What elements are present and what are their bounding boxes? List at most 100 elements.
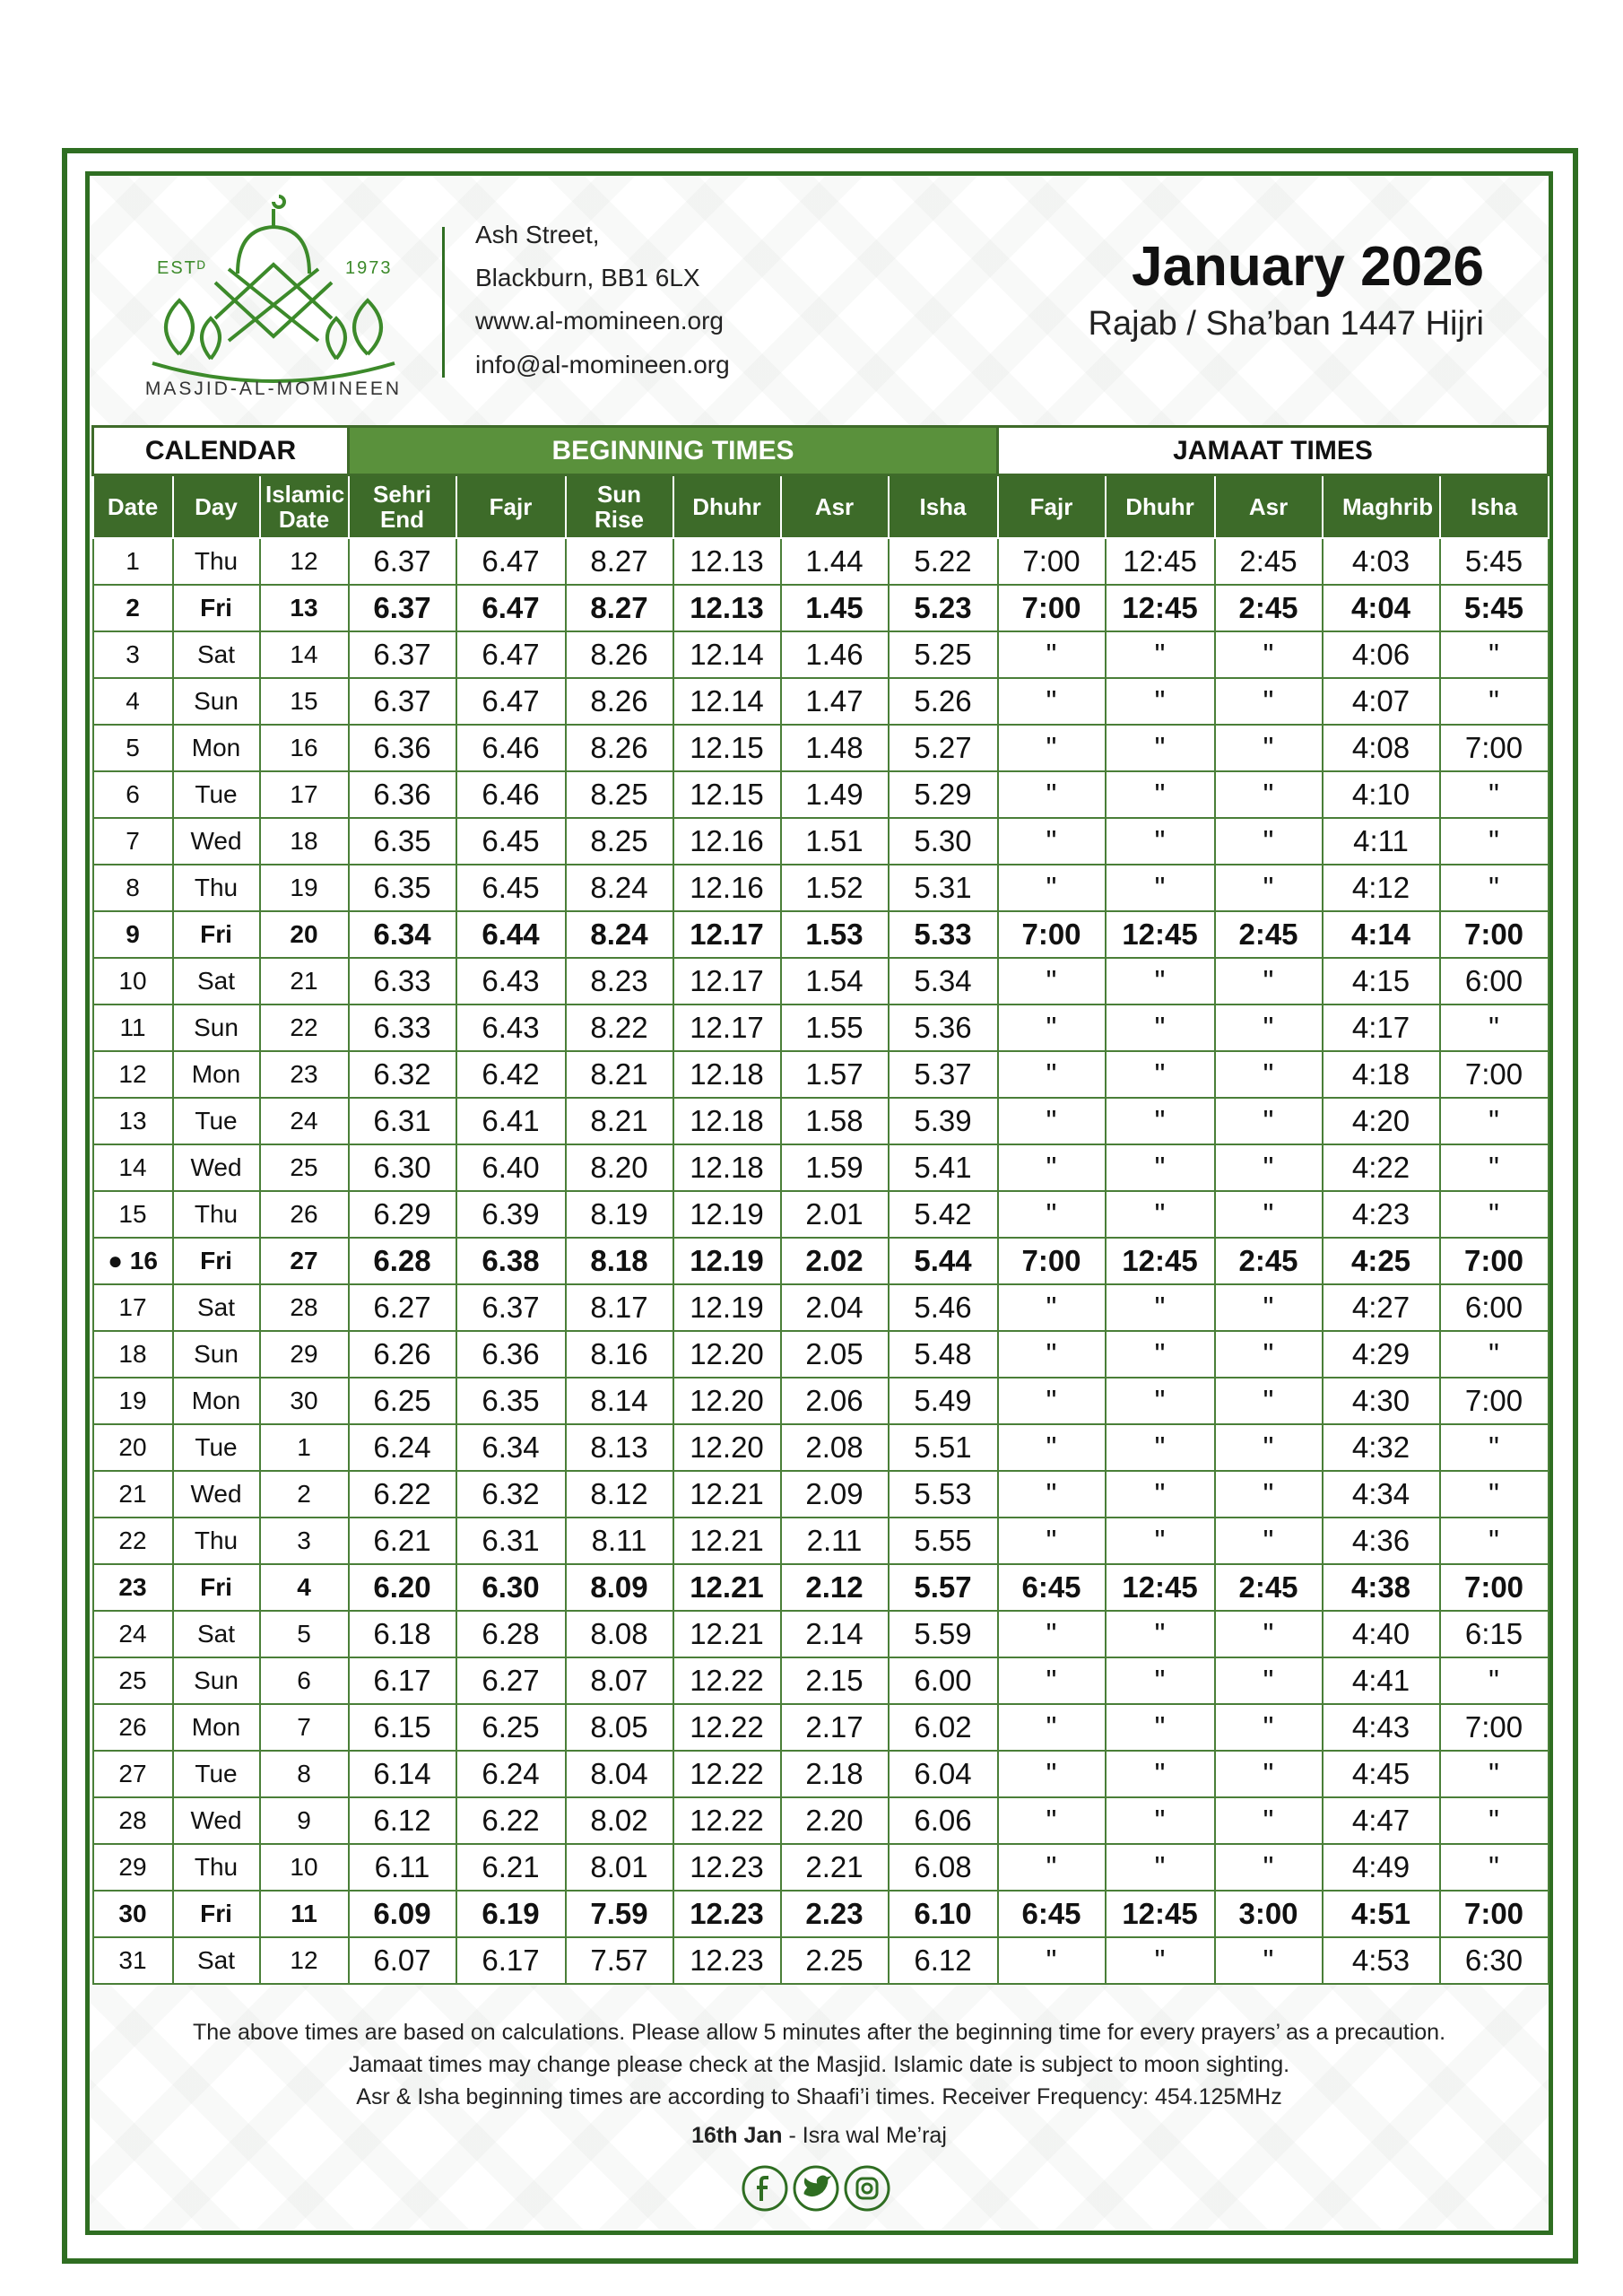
cell: Mon bbox=[171, 724, 261, 772]
cell: " bbox=[996, 1377, 1107, 1425]
logo-name: MASJID-AL-MOMINEEN bbox=[145, 378, 402, 399]
cell: " bbox=[1104, 1936, 1216, 1985]
cell: 12 bbox=[258, 537, 350, 586]
cell: 22 bbox=[91, 1517, 174, 1565]
cell: " bbox=[1438, 1517, 1549, 1565]
cell: 1 bbox=[258, 1423, 350, 1472]
cell: " bbox=[1104, 1190, 1216, 1239]
cell: " bbox=[996, 1004, 1107, 1052]
cell: " bbox=[1104, 1283, 1216, 1332]
cell: Sun bbox=[171, 677, 261, 726]
cell: Fri bbox=[171, 1563, 261, 1612]
cell: 22 bbox=[258, 1004, 350, 1052]
cell: 4:40 bbox=[1321, 1610, 1441, 1658]
cell: " bbox=[1438, 677, 1549, 726]
cell: 8.09 bbox=[564, 1563, 674, 1612]
cell: 17 bbox=[258, 770, 350, 819]
cell: Wed bbox=[171, 1796, 261, 1845]
day-row: 4 Sun 15 6.37 6.47 8.26 12.14 1.47 5.26 " " " 4:07 " bbox=[91, 677, 1549, 726]
cell: ● 16 bbox=[91, 1237, 174, 1285]
cell: " bbox=[996, 631, 1107, 679]
event-name: - Isra wal Me’raj bbox=[782, 2123, 947, 2148]
cell: 6.21 bbox=[455, 1843, 567, 1892]
cell: 4:17 bbox=[1321, 1004, 1441, 1052]
twitter-icon[interactable] bbox=[793, 2165, 839, 2212]
cell: 6.10 bbox=[887, 1890, 999, 1938]
cell: 1.49 bbox=[779, 770, 890, 819]
group-header: JAMAAT TIMES bbox=[996, 425, 1550, 476]
cell: 12.18 bbox=[672, 1050, 782, 1099]
column-header-text: Asr bbox=[1248, 493, 1289, 520]
cell: 7:00 bbox=[1438, 1050, 1549, 1099]
cell: 12.17 bbox=[672, 957, 782, 1005]
cell: " bbox=[1213, 1423, 1324, 1472]
cell: " bbox=[1104, 1796, 1216, 1845]
cell: Sat bbox=[171, 631, 261, 679]
cell: 8.25 bbox=[564, 817, 674, 865]
cell: 4:29 bbox=[1321, 1330, 1441, 1378]
cell: 6.45 bbox=[455, 864, 567, 912]
cell: 8.19 bbox=[564, 1190, 674, 1239]
cell: 4:38 bbox=[1321, 1563, 1441, 1612]
day-row: 2 Fri 13 6.37 6.47 8.27 12.13 1.45 5.23 7:00 12:45… bbox=[91, 584, 1549, 632]
cell: 12.23 bbox=[672, 1890, 782, 1938]
cell: 2.04 bbox=[779, 1283, 890, 1332]
day-row: 6 Tue 17 6.36 6.46 8.25 12.15 1.49 5.29 " " " 4:10 " bbox=[91, 770, 1549, 819]
cell: 6.02 bbox=[887, 1703, 999, 1752]
cell: 12.23 bbox=[672, 1936, 782, 1985]
cell: 6.47 bbox=[455, 677, 567, 726]
timetable: CALENDAR BEGINNING TIMES JAMAAT TIMES Date D… bbox=[91, 425, 1550, 1985]
cell: " bbox=[1213, 1517, 1324, 1565]
cell: " bbox=[1438, 770, 1549, 819]
column-header-text: Dhuhr bbox=[1125, 493, 1194, 520]
column-header-text: Isha bbox=[1471, 493, 1518, 520]
cell: " bbox=[1104, 1144, 1216, 1192]
cell: 12.21 bbox=[672, 1517, 782, 1565]
cell: " bbox=[1104, 1050, 1216, 1099]
social-icons bbox=[742, 2165, 890, 2212]
cell: 6:45 bbox=[996, 1563, 1107, 1612]
day-row: 24 Sat 5 6.18 6.28 8.08 12.21 2.14 5.59 " " " 4:40 6:… bbox=[91, 1610, 1549, 1658]
cell: 12.19 bbox=[672, 1283, 782, 1332]
cell: 2.09 bbox=[779, 1470, 890, 1518]
cell: 4:11 bbox=[1321, 817, 1441, 865]
cell: 6.31 bbox=[347, 1097, 457, 1145]
cell: 8.04 bbox=[564, 1750, 674, 1798]
cell: " bbox=[1104, 1843, 1216, 1892]
cell: 8.27 bbox=[564, 584, 674, 632]
cell: 8.17 bbox=[564, 1283, 674, 1332]
column-header: Dhuhr bbox=[1104, 474, 1216, 539]
cell: 8.23 bbox=[564, 957, 674, 1005]
day-row: 29 Thu 10 6.11 6.21 8.01 12.23 2.21 6.08 " " " 4:49 " bbox=[91, 1843, 1549, 1892]
cell: 12.18 bbox=[672, 1097, 782, 1145]
column-header: Dhuhr bbox=[672, 474, 782, 539]
cell: " bbox=[996, 1610, 1107, 1658]
cell: 26 bbox=[258, 1190, 350, 1239]
cell: 12:45 bbox=[1104, 910, 1216, 959]
cell: 8.16 bbox=[564, 1330, 674, 1378]
cell: 6.04 bbox=[887, 1750, 999, 1798]
cell: 8.13 bbox=[564, 1423, 674, 1472]
cell: 12.21 bbox=[672, 1470, 782, 1518]
cell: 2.11 bbox=[779, 1517, 890, 1565]
group-header: BEGINNING TIMES bbox=[346, 425, 1000, 476]
cell: 6.27 bbox=[347, 1283, 457, 1332]
cell: 7 bbox=[91, 817, 174, 865]
cell: 8.26 bbox=[564, 631, 674, 679]
cell: Sat bbox=[171, 1936, 261, 1985]
cell: " bbox=[1438, 1657, 1549, 1705]
cell: 6.37 bbox=[347, 584, 457, 632]
logo-year: 1973 bbox=[345, 258, 393, 278]
cell: 5.48 bbox=[887, 1330, 999, 1378]
day-row: 20 Tue 1 6.24 6.34 8.13 12.20 2.08 5.51 " " " 4:32 " bbox=[91, 1423, 1549, 1472]
cell: " bbox=[996, 677, 1107, 726]
cell: 12:45 bbox=[1104, 1890, 1216, 1938]
cell: 12.22 bbox=[672, 1657, 782, 1705]
facebook-icon[interactable] bbox=[742, 2165, 788, 2212]
cell: 5.57 bbox=[887, 1563, 999, 1612]
day-row: 26 Mon 7 6.15 6.25 8.05 12.22 2.17 6.02 " " " 4:43 7:… bbox=[91, 1703, 1549, 1752]
cell: 12.22 bbox=[672, 1703, 782, 1752]
cell: " bbox=[996, 724, 1107, 772]
instagram-icon[interactable] bbox=[844, 2165, 890, 2212]
